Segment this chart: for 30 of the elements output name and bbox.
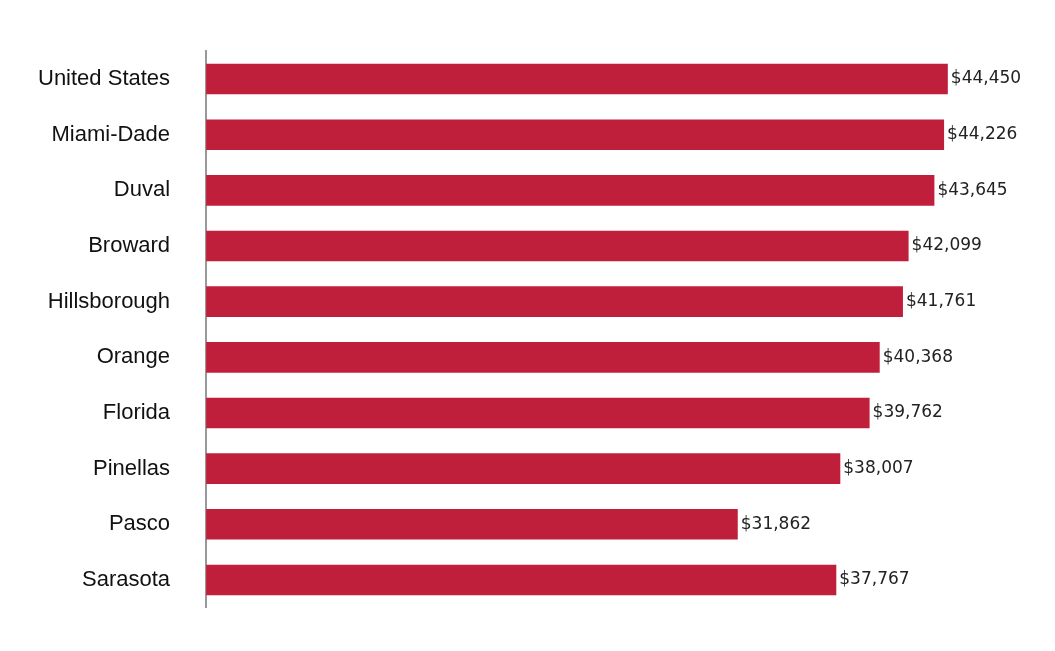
y-tick-label: Orange [96, 343, 171, 369]
y-tick-label: Pinellas [93, 454, 171, 480]
y-tick-label: United States [38, 65, 171, 91]
data-label: $31,862 [740, 512, 812, 533]
y-tick-label: Hillsborough [47, 287, 171, 313]
bar [206, 230, 909, 262]
data-label: $41,761 [905, 290, 977, 311]
bar [206, 453, 841, 484]
y-tick-label: Miami-Dade [51, 120, 171, 146]
bar [206, 564, 837, 596]
bar [206, 286, 903, 317]
y-tick-label: Duval [113, 176, 171, 202]
bar [206, 397, 870, 429]
data-label: $39,762 [872, 401, 943, 422]
data-label: $38,007 [843, 457, 914, 478]
y-tick-label: Pasco [108, 510, 171, 536]
data-label: $43,645 [937, 178, 1008, 199]
y-tick-label: Sarasota [82, 566, 171, 592]
bar [206, 175, 935, 206]
data-label: $37,767 [839, 568, 910, 589]
data-label: $42,099 [911, 234, 982, 255]
data-label: $44,450 [950, 67, 1022, 88]
y-tick-label: Florida [102, 399, 171, 425]
bar [206, 119, 945, 150]
bar [206, 509, 738, 540]
bar [206, 342, 880, 373]
y-tick-label: Broward [88, 232, 171, 258]
data-label: $40,368 [882, 345, 954, 366]
data-label: $44,226 [947, 123, 1018, 144]
bar [206, 63, 948, 95]
